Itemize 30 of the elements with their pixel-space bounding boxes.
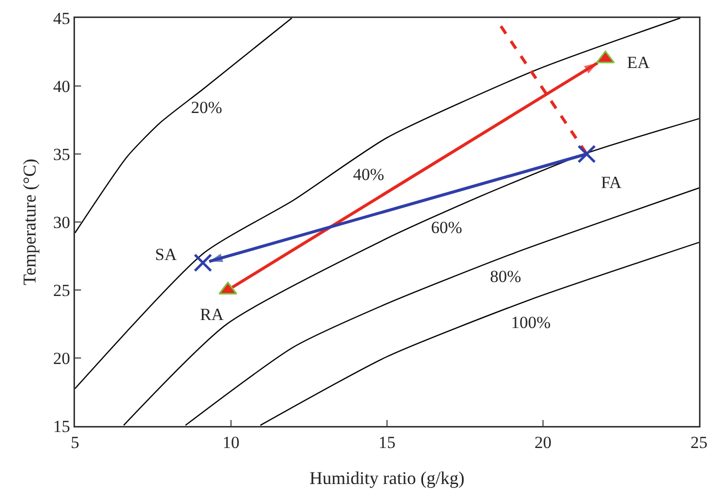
x-tick-label: 5 bbox=[70, 432, 80, 452]
line-series bbox=[75, 18, 292, 234]
line-series bbox=[260, 242, 699, 426]
annotation: 100% bbox=[511, 313, 551, 332]
y-tick-label: 40 bbox=[53, 76, 70, 96]
line-series bbox=[75, 18, 681, 390]
y-tick-label: 25 bbox=[53, 280, 70, 300]
annotation: FA bbox=[601, 173, 622, 192]
x-axis-title: Humidity ratio (g/kg) bbox=[310, 468, 464, 488]
annotation: EA bbox=[627, 53, 650, 72]
x-tick-label: 10 bbox=[222, 432, 240, 452]
x-tick-label: 25 bbox=[690, 432, 708, 452]
line-series bbox=[184, 187, 699, 426]
annotation: 20% bbox=[191, 98, 222, 117]
y-axis-title: Temperature (°C) bbox=[20, 158, 40, 286]
y-tick-label: 15 bbox=[53, 416, 70, 436]
annotation: RA bbox=[200, 305, 224, 324]
annotation: 80% bbox=[490, 267, 522, 286]
x-tick-label: 20 bbox=[534, 432, 552, 452]
annotation: SA bbox=[155, 245, 178, 264]
annotation: 60% bbox=[431, 218, 462, 237]
y-tick-label: 20 bbox=[53, 348, 70, 368]
y-tick-label: 30 bbox=[53, 212, 70, 232]
y-tick-label: 35 bbox=[53, 144, 70, 164]
point bbox=[194, 254, 212, 272]
line-series bbox=[123, 118, 699, 426]
point bbox=[577, 144, 596, 164]
x-tick-label: 15 bbox=[378, 432, 396, 452]
y-tick-label: 45 bbox=[53, 8, 70, 28]
annotation: 40% bbox=[353, 165, 384, 184]
